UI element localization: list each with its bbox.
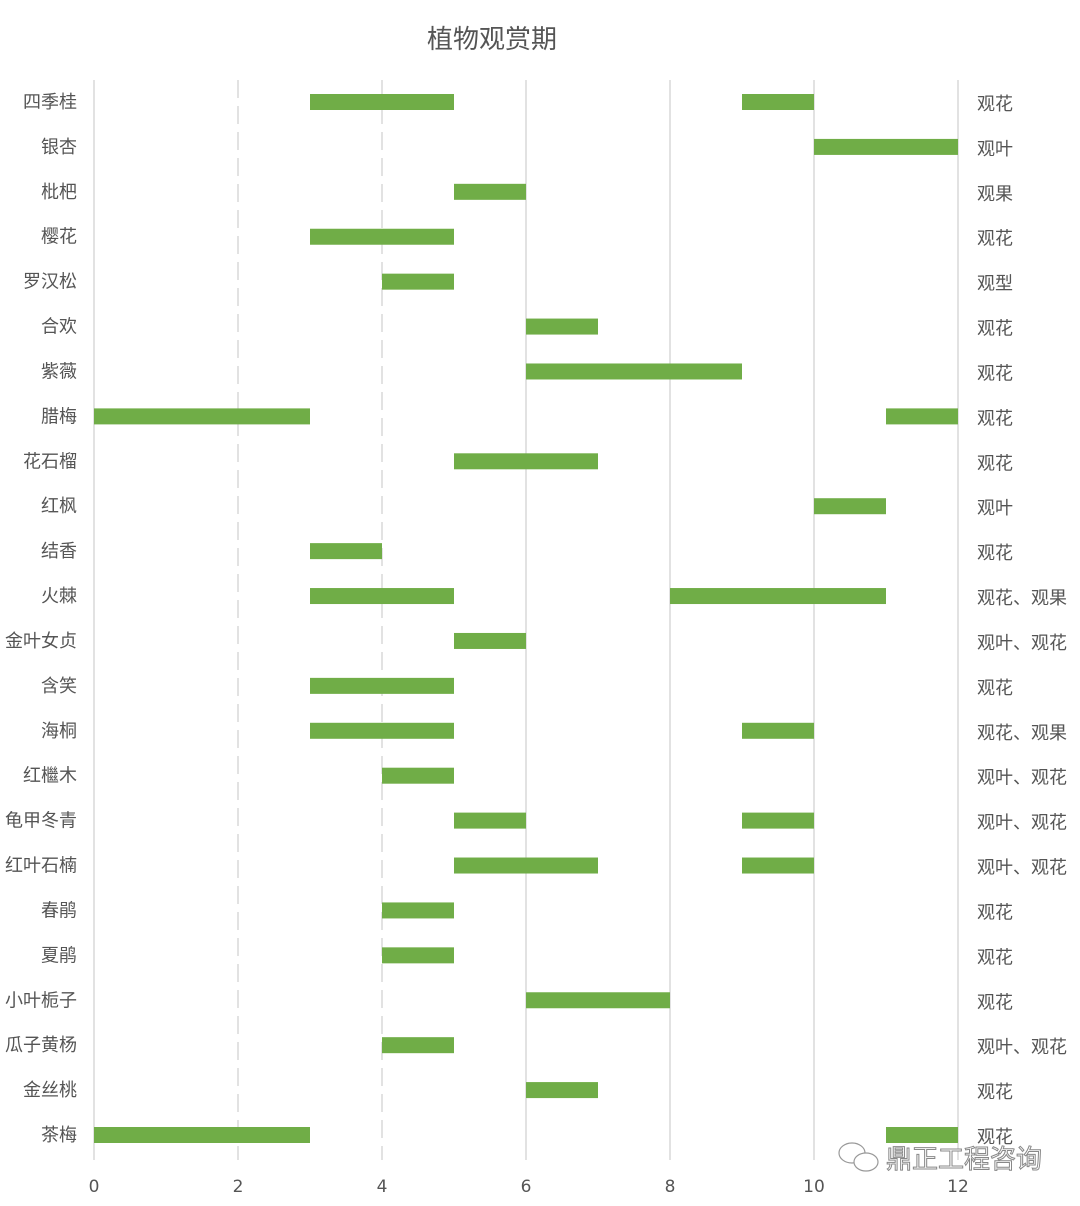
bar [526, 992, 670, 1009]
category-label: 樱花 [41, 227, 77, 248]
bar [382, 273, 454, 290]
type-label: 观花 [977, 408, 1013, 429]
x-tick-label: 0 [89, 1177, 100, 1197]
type-label: 观叶、观花 [977, 858, 1067, 879]
bar [670, 588, 886, 605]
category-label: 金叶女贞 [5, 631, 77, 652]
type-label: 观叶 [977, 139, 1013, 160]
type-label: 观花 [977, 453, 1013, 474]
watermark-text: 鼎正工程咨询 [886, 1145, 1042, 1175]
type-label: 观叶、观花 [977, 633, 1067, 654]
category-label: 结香 [41, 541, 77, 562]
bar [526, 318, 598, 335]
type-label: 观花 [977, 543, 1013, 564]
type-label: 观花 [977, 992, 1013, 1013]
type-label: 观花 [977, 94, 1013, 115]
category-label: 合欢 [41, 317, 77, 338]
bar [382, 767, 454, 784]
category-label: 含笑 [41, 676, 77, 697]
bar [742, 812, 814, 829]
type-label: 观花 [977, 1127, 1013, 1148]
bar [454, 857, 598, 874]
type-label: 观型 [977, 274, 1013, 295]
type-label: 观叶、观花 [977, 813, 1067, 834]
x-tick-label: 8 [665, 1177, 676, 1197]
bar [94, 408, 310, 425]
bar [454, 632, 526, 649]
x-tick-label: 6 [521, 1177, 532, 1197]
bar [742, 722, 814, 739]
type-label: 观花 [977, 902, 1013, 923]
category-label: 红枫 [41, 496, 77, 517]
bar [310, 677, 454, 694]
bar [742, 94, 814, 110]
type-label: 观花 [977, 229, 1013, 250]
type-label: 观叶、观花 [977, 1037, 1067, 1058]
bar [814, 138, 958, 155]
bar [310, 722, 454, 739]
x-tick-label: 4 [377, 1177, 388, 1197]
category-label: 红叶石楠 [5, 856, 77, 877]
bar [94, 1127, 310, 1143]
bar [526, 1082, 598, 1099]
category-label: 金丝桃 [23, 1080, 77, 1101]
wechat-icon [838, 1142, 879, 1172]
type-label: 观果 [977, 184, 1013, 205]
category-label: 小叶栀子 [5, 990, 77, 1011]
bar [454, 812, 526, 829]
bar [382, 1037, 454, 1054]
category-label: 火棘 [41, 586, 77, 607]
watermark: 鼎正工程咨询 [838, 1142, 1043, 1176]
bar [310, 94, 454, 110]
bar [382, 947, 454, 964]
bar [382, 902, 454, 919]
type-label: 观花 [977, 319, 1013, 340]
type-label: 观叶 [977, 498, 1013, 519]
type-label: 观花 [977, 947, 1013, 968]
bar [310, 588, 454, 605]
type-label: 观花 [977, 363, 1013, 384]
type-label: 观花 [977, 1082, 1013, 1103]
bar [814, 498, 886, 515]
category-label: 红檵木 [23, 766, 77, 787]
x-tick-label: 10 [803, 1177, 825, 1197]
type-label: 观花 [977, 678, 1013, 699]
category-label: 罗汉松 [23, 272, 77, 293]
x-tick-label: 2 [233, 1177, 244, 1197]
bar [310, 228, 454, 245]
category-label: 茶梅 [41, 1125, 77, 1146]
x-tick-label: 12 [947, 1177, 969, 1197]
category-label: 紫薇 [41, 361, 77, 382]
type-label: 观花、观果 [977, 723, 1067, 744]
category-label: 枇杷 [41, 182, 77, 203]
category-label: 花石榴 [23, 451, 77, 472]
category-label: 春鹃 [41, 900, 77, 921]
category-label: 瓜子黄杨 [5, 1035, 77, 1056]
chart-title: 植物观赏期 [427, 25, 557, 55]
bar [886, 408, 958, 425]
bar [526, 363, 742, 380]
category-label: 腊梅 [41, 406, 77, 427]
bar [742, 857, 814, 874]
bar [454, 183, 526, 200]
type-label: 观花、观果 [977, 588, 1067, 609]
category-label: 海桐 [41, 721, 77, 742]
category-label: 银杏 [41, 137, 77, 158]
type-label: 观叶、观花 [977, 768, 1067, 789]
category-label: 夏鹃 [41, 945, 77, 966]
category-label: 龟甲冬青 [5, 811, 77, 832]
bar [310, 543, 382, 560]
bar [886, 1127, 958, 1143]
bar [454, 453, 598, 470]
category-label: 四季桂 [23, 92, 77, 113]
